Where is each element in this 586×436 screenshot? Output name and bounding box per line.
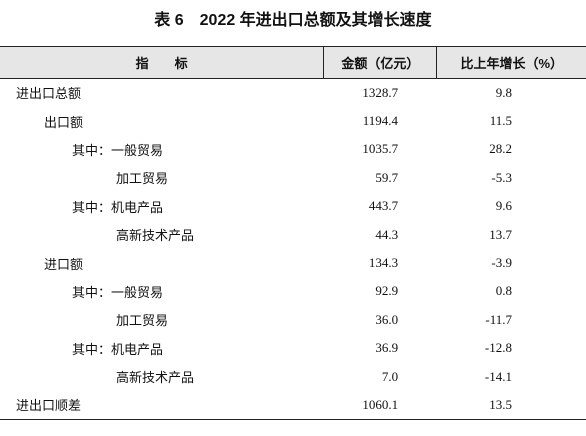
cell: 7.0 [381, 368, 399, 384]
table-body: 进出口总额 1328.7 9.8 出口额 1194.4 11.5 其中：一般贸易 1035.7… [0, 79, 586, 420]
cell: -11.7 [485, 311, 512, 327]
cell: 36.0 [375, 311, 399, 327]
cell: 1060.1 [323, 390, 437, 420]
table-row: 加工贸易 36.0 -11.7 [0, 306, 586, 334]
cell: -5.3 [491, 169, 512, 185]
row-label: 进出口总额 [16, 86, 82, 102]
column-header: 比上年增长（%） [435, 46, 586, 79]
cell: 59.7 [375, 169, 399, 185]
row-label: 其中：一般贸易 [72, 142, 164, 158]
table-row: 其中：机电产品 443.7 9.6 [0, 192, 586, 220]
table-title: 表 6 2022 年进出口总额及其增长速度 [154, 12, 432, 29]
header-row: 指 标 金额（亿元） 比上年增长（%） [0, 46, 586, 79]
cell: 9.8 [495, 84, 512, 100]
row-label: 高新技术产品 [116, 228, 195, 244]
row-label: 加工贸易 [116, 313, 169, 329]
cell: 11.5 [489, 113, 512, 129]
table-row: 高新技术产品 44.3 13.7 [0, 220, 586, 248]
cell: 13.7 [489, 226, 512, 242]
row-label: 进出口顺差 [0, 390, 324, 420]
row-label: 其中：机电产品 [72, 341, 164, 357]
row-label: 其中：一般贸易 [72, 284, 164, 300]
cell: 443.7 [368, 198, 399, 214]
table-row: 进出口顺差 1060.1 13.5 [0, 390, 586, 420]
cell: 1035.7 [362, 141, 399, 157]
cell: 1194.4 [362, 113, 399, 129]
cell: 9.6 [495, 198, 512, 214]
data-table: 指 标 金额（亿元） 比上年增长（%） 进出口总额 1328.7 9.8 出口额 119… [0, 46, 586, 420]
column-header: 金额（亿元） [323, 46, 437, 79]
cell: 44.3 [375, 226, 399, 242]
row-label: 高新技术产品 [116, 370, 195, 386]
table-row: 高新技术产品 7.0 -14.1 [0, 362, 586, 390]
column-header: 指 标 [0, 46, 324, 79]
row-label: 其中：机电产品 [72, 199, 164, 215]
table-row: 其中：一般贸易 92.9 0.8 [0, 277, 586, 305]
cell: 36.9 [375, 340, 399, 356]
table-row: 进出口总额 1328.7 9.8 [0, 79, 586, 107]
row-label: 出口额 [44, 114, 84, 130]
row-label: 加工贸易 [116, 171, 169, 187]
table-row: 进口额 134.3 -3.9 [0, 249, 586, 277]
cell: 28.2 [489, 141, 512, 157]
table-row: 出口额 1194.4 11.5 [0, 107, 586, 135]
row-label: 进口额 [44, 256, 84, 272]
cell: 134.3 [368, 255, 399, 271]
cell: 92.9 [375, 283, 399, 299]
table-row: 其中：一般贸易 1035.7 28.2 [0, 135, 586, 163]
cell: -12.8 [484, 340, 512, 356]
table-row: 其中：机电产品 36.9 -12.8 [0, 334, 586, 362]
cell: 0.8 [495, 283, 512, 299]
cell: 1328.7 [362, 84, 399, 100]
table-row: 加工贸易 59.7 -5.3 [0, 164, 586, 192]
cell: -3.9 [491, 255, 512, 271]
cell: 13.5 [436, 390, 586, 420]
cell: -14.1 [484, 368, 512, 384]
